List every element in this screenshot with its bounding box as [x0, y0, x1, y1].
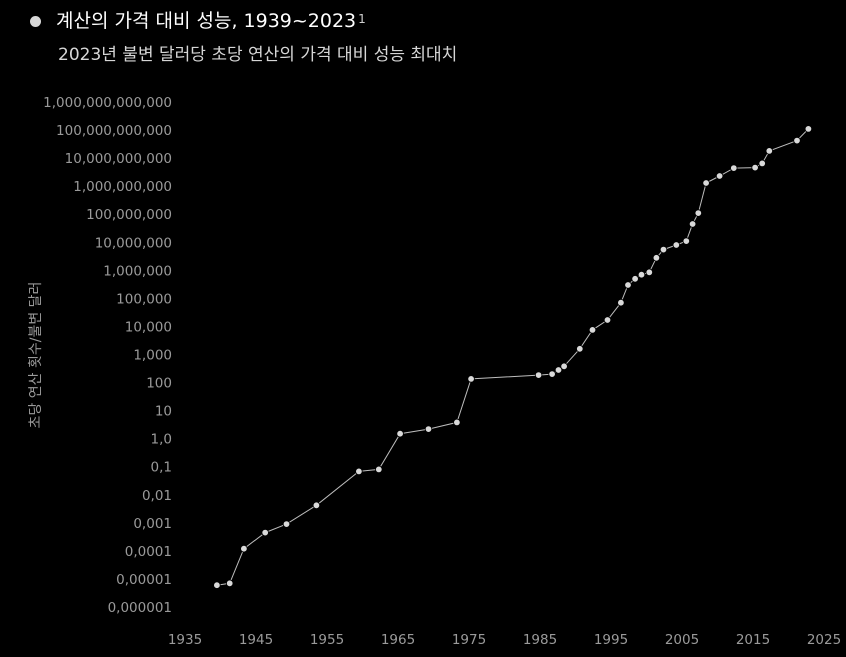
title-bullet-icon: [30, 15, 41, 27]
data-point[interactable]: [261, 528, 269, 537]
y-tick-label: 1,000: [133, 348, 172, 364]
y-axis-label: 초당 연산 횟수/불변 달러: [28, 282, 44, 429]
y-tick-label: 0,01: [142, 488, 172, 504]
y-tick-label: 1,0: [151, 432, 172, 448]
x-tick-label: 2025: [807, 632, 841, 648]
data-point[interactable]: [396, 430, 404, 438]
x-tick-label: 1995: [594, 632, 628, 648]
data-point[interactable]: [617, 299, 625, 307]
y-axis-ticks: 0,000001 0,00001 0,0001 0,001 0,01 0,1 1,0 10 10…: [43, 95, 172, 616]
data-point[interactable]: [534, 371, 543, 379]
data-points-layer: [213, 125, 813, 589]
data-point[interactable]: [588, 326, 597, 334]
data-point[interactable]: [682, 237, 690, 245]
y-tick-label: 0,0001: [125, 544, 172, 560]
y-tick-label: 10,000,000: [95, 235, 172, 251]
data-point[interactable]: [804, 125, 813, 133]
chart-subtitle: 2023년 불변 달러당 초당 연산의 가격 대비 성능 최대치: [58, 45, 458, 65]
y-tick-label: 10: [155, 404, 172, 420]
y-tick-label: 0,000001: [108, 600, 172, 616]
data-point[interactable]: [467, 375, 475, 383]
data-point[interactable]: [672, 241, 680, 249]
x-tick-label: 2015: [736, 632, 770, 648]
chart-title: 계산의 가격 대비 성능, 1939~2023 1: [30, 4, 366, 34]
data-point[interactable]: [554, 366, 563, 374]
data-point[interactable]: [624, 281, 632, 289]
data-point[interactable]: [576, 345, 584, 353]
data-point[interactable]: [312, 501, 321, 509]
data-point[interactable]: [793, 136, 801, 145]
series-line-layer: [216, 128, 809, 586]
y-tick-label: 100,000: [116, 291, 172, 307]
data-point[interactable]: [688, 220, 697, 228]
data-point[interactable]: [694, 209, 702, 217]
x-axis-ticks: 1935 1945 1955 1965 1975 1985 1995 2005 2015 2025: [168, 632, 841, 648]
data-point[interactable]: [453, 418, 461, 427]
x-tick-label: 1975: [452, 632, 486, 648]
x-tick-label: 1985: [523, 632, 557, 648]
data-point[interactable]: [758, 159, 766, 168]
y-tick-label: 10,000,000,000: [65, 151, 172, 167]
data-point[interactable]: [751, 163, 759, 172]
data-point[interactable]: [225, 579, 234, 587]
y-tick-label: 10,000: [125, 319, 172, 335]
data-point[interactable]: [424, 425, 433, 433]
x-tick-label: 2005: [665, 632, 699, 648]
data-point[interactable]: [730, 164, 738, 172]
y-tick-label: 0,1: [151, 460, 172, 476]
data-point[interactable]: [603, 316, 612, 324]
chart-title-text: 계산의 가격 대비 성능, 1939~2023: [56, 9, 357, 32]
footnote-marker[interactable]: 1: [358, 12, 366, 26]
data-point[interactable]: [282, 520, 291, 528]
y-tick-label: 1,000,000: [103, 263, 172, 279]
data-point[interactable]: [240, 545, 248, 553]
data-point[interactable]: [702, 179, 710, 187]
y-tick-label: 0,00001: [116, 572, 172, 588]
y-tick-label: 1,000,000,000: [73, 179, 172, 195]
y-tick-label: 100,000,000,000: [56, 123, 172, 139]
x-tick-label: 1935: [168, 632, 202, 648]
series-line: [216, 128, 809, 586]
x-tick-label: 1965: [381, 632, 415, 648]
y-tick-label: 100: [146, 376, 172, 392]
data-point[interactable]: [765, 147, 773, 155]
y-tick-label: 100,000,000: [86, 207, 172, 223]
data-point[interactable]: [560, 362, 568, 370]
data-point[interactable]: [652, 254, 661, 262]
data-point[interactable]: [355, 467, 363, 476]
y-tick-label: 1,000,000,000,000: [43, 95, 172, 111]
data-point[interactable]: [548, 370, 556, 378]
data-point[interactable]: [375, 465, 383, 474]
data-point[interactable]: [715, 172, 724, 180]
data-point[interactable]: [645, 268, 653, 276]
data-point[interactable]: [631, 275, 639, 283]
x-tick-label: 1945: [239, 632, 273, 648]
y-tick-label: 0,001: [133, 516, 172, 532]
data-point[interactable]: [659, 245, 668, 254]
x-tick-label: 1955: [310, 632, 344, 648]
data-point[interactable]: [637, 271, 646, 279]
data-point[interactable]: [213, 581, 221, 589]
